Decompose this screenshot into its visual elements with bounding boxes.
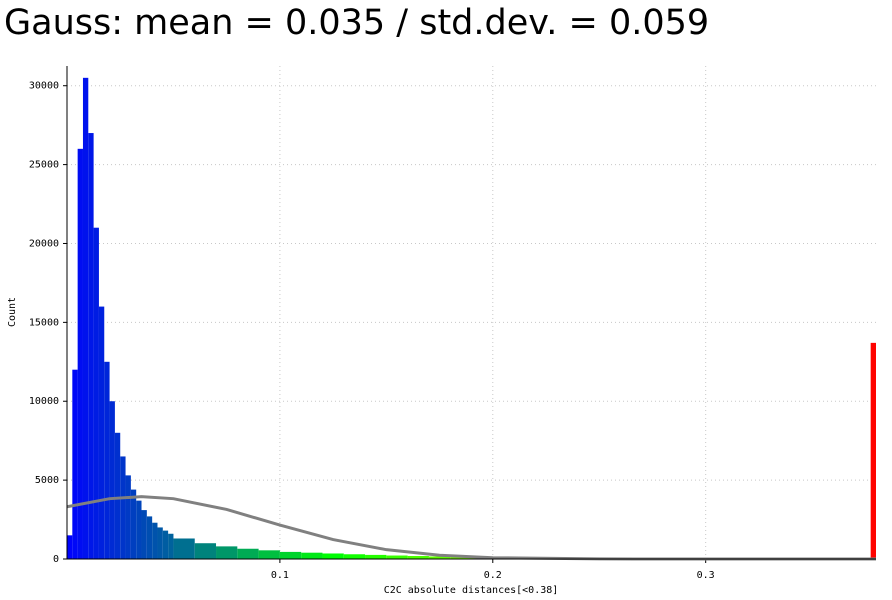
- x-tick-label: 0.1: [271, 570, 289, 581]
- histogram-bar: [407, 556, 429, 559]
- histogram-bar: [322, 553, 344, 559]
- x-tick-label: 0.2: [484, 570, 502, 581]
- histogram-bar: [173, 538, 195, 559]
- y-tick-label: 30000: [29, 81, 59, 92]
- histogram-bar: [152, 522, 158, 559]
- histogram-bar: [162, 530, 169, 559]
- histogram-bar: [386, 555, 408, 559]
- histogram-bar: [72, 369, 78, 559]
- y-tick-label: 10000: [29, 396, 59, 407]
- x-tick-label: 0.3: [697, 570, 715, 581]
- histogram-bar: [77, 148, 83, 559]
- histogram-bar: [237, 548, 259, 559]
- histogram-bar: [168, 533, 174, 559]
- histogram-bar: [258, 550, 280, 559]
- histogram-bar: [141, 510, 147, 559]
- y-tick-label: 5000: [35, 475, 59, 486]
- histogram-bar: [67, 535, 73, 559]
- x-axis-label: C2C absolute distances[<0.38]: [384, 585, 559, 596]
- histogram-bar: [146, 516, 153, 559]
- histogram-bar: [365, 554, 387, 559]
- histogram-bar: [343, 554, 366, 559]
- histogram-bar: [104, 361, 110, 559]
- histogram-bar: [120, 456, 126, 559]
- histogram-bar: [130, 489, 137, 559]
- histogram-bar: [88, 133, 94, 559]
- chart-title: Gauss: mean = 0.035 / std.dev. = 0.059: [4, 3, 709, 43]
- histogram-bar: [450, 556, 472, 559]
- histogram-bar: [157, 527, 163, 559]
- histogram-bar: [109, 401, 115, 559]
- y-tick-label: 0: [53, 554, 59, 565]
- y-tick-label: 20000: [29, 238, 59, 249]
- histogram-bar: [93, 227, 99, 560]
- histogram-bar: [428, 556, 451, 559]
- histogram-bar: [125, 475, 131, 559]
- histogram-bar: [98, 306, 105, 559]
- histogram-bar: [194, 543, 217, 559]
- histogram-bar: [870, 342, 876, 559]
- histogram-bar: [279, 551, 302, 559]
- histogram-bar: [216, 546, 238, 559]
- y-axis-label: Count: [7, 297, 18, 327]
- histogram-bar: [301, 552, 323, 559]
- y-tick-label: 25000: [29, 160, 59, 171]
- y-tick-label: 15000: [29, 317, 59, 328]
- histogram-bar: [114, 432, 121, 559]
- histogram-bar: [136, 500, 142, 559]
- histogram-bar: [82, 77, 89, 559]
